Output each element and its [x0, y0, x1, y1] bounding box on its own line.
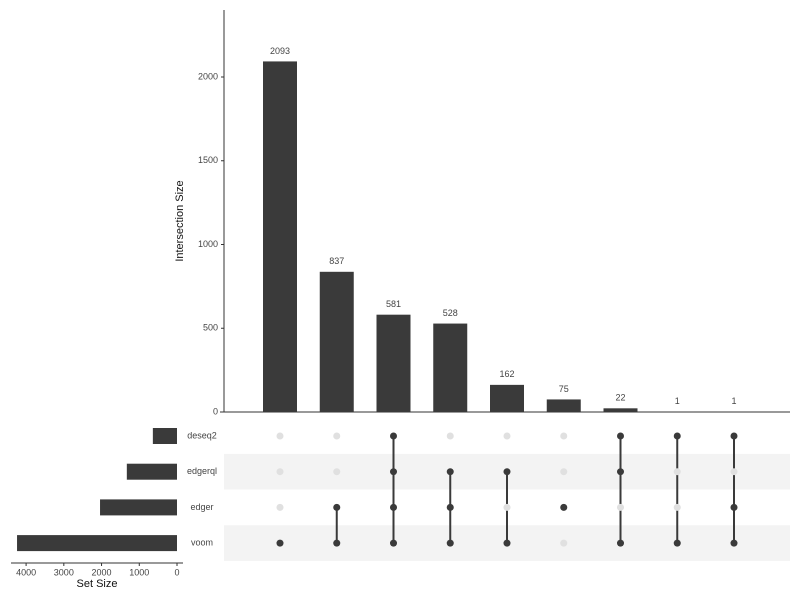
membership-dot [446, 468, 454, 476]
y-tick-label: 1000 [198, 239, 218, 249]
set-size-bar [17, 535, 178, 552]
membership-dot [503, 468, 511, 476]
set-name: edgerql [187, 466, 217, 476]
set-name: voom [191, 537, 213, 547]
membership-dot [560, 503, 568, 511]
bar-label: 75 [559, 384, 569, 394]
empty-dot [673, 503, 681, 511]
y-tick-label: 2000 [198, 71, 218, 81]
membership-dot [390, 468, 397, 476]
bar [319, 271, 354, 412]
bar-label: 162 [499, 369, 514, 379]
membership-dot [446, 539, 454, 547]
x-axis-label: Set Size [77, 578, 118, 590]
set-size-bar [126, 463, 177, 480]
set-name: deseq2 [187, 430, 217, 440]
membership-dot [503, 539, 511, 547]
bar-label: 581 [386, 299, 401, 309]
set-name: edger [190, 502, 213, 512]
empty-dot [276, 468, 284, 476]
x-tick-label: 2000 [92, 567, 112, 577]
empty-dot [276, 432, 284, 440]
membership-dot [673, 539, 681, 547]
membership-dot [617, 468, 624, 476]
set-size-bar [100, 499, 177, 516]
empty-dot [503, 432, 511, 440]
y-tick-label: 1500 [198, 155, 218, 165]
x-tick-label: 4000 [16, 567, 36, 577]
bar-label: 837 [329, 256, 344, 266]
empty-dot [673, 468, 681, 476]
membership-dot [390, 432, 397, 440]
empty-dot [276, 503, 284, 511]
empty-dot [560, 539, 568, 547]
bar-label: 22 [615, 393, 625, 403]
membership-dot [390, 503, 397, 511]
membership-dot [390, 539, 397, 547]
empty-dot [333, 432, 341, 440]
membership-dot [446, 503, 454, 511]
y-tick-label: 0 [213, 406, 218, 416]
empty-dot [560, 432, 568, 440]
x-tick-label: 0 [174, 567, 179, 577]
y-tick-label: 500 [203, 323, 218, 333]
empty-dot [446, 432, 454, 440]
empty-dot [503, 503, 511, 511]
empty-dot [560, 468, 568, 476]
membership-dot [333, 503, 341, 511]
empty-dot [617, 503, 624, 511]
membership-dot [730, 432, 738, 440]
empty-dot [333, 468, 341, 476]
bar [546, 399, 581, 412]
bar-label: 2093 [270, 46, 290, 56]
membership-dot [730, 539, 738, 547]
membership-dot [730, 503, 738, 511]
bar-label: 1 [675, 396, 680, 406]
bar-label: 528 [443, 308, 458, 318]
membership-dot [333, 539, 341, 547]
membership-dot [617, 539, 624, 547]
y-axis-label: Intersection Size [174, 180, 186, 261]
x-tick-label: 3000 [54, 567, 74, 577]
bar-label: 1 [731, 396, 736, 406]
x-tick-label: 1000 [129, 567, 149, 577]
bar [376, 314, 411, 412]
membership-dot [673, 432, 681, 440]
membership-dot [276, 539, 284, 547]
set-size-bar [152, 428, 177, 444]
bar [603, 408, 638, 412]
bar [433, 323, 468, 412]
membership-dot [617, 432, 624, 440]
bar [490, 384, 524, 412]
bar [263, 61, 297, 413]
empty-dot [730, 468, 738, 476]
